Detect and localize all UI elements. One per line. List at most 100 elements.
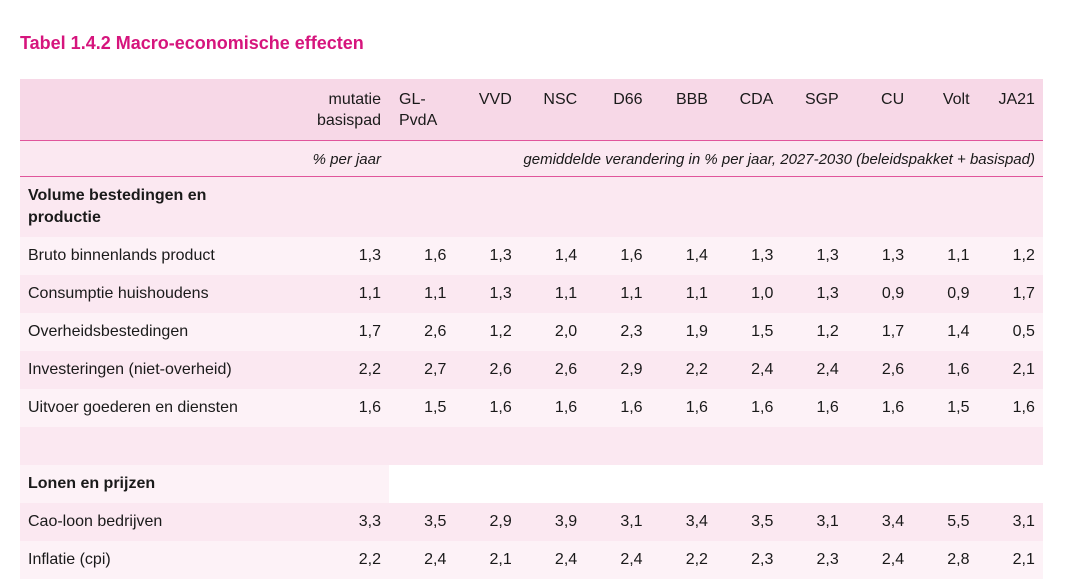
party-value-cell: 2,4 [389,541,455,579]
party-value-cell: 1,5 [715,313,782,351]
party-value-cell: 1,2 [977,237,1043,275]
party-value-cell: 0,9 [846,275,913,313]
table-title: Tabel 1.4.2 Macro-economische effecten [20,33,364,53]
section-title-line2: productie [28,209,101,226]
party-value-cell: 1,3 [454,237,520,275]
header-party-line1: CU [881,91,905,108]
header-party: NSC [520,79,585,141]
units-parties: gemiddelde verandering in % per jaar, 20… [523,150,1035,168]
row-label: Overheidsbestedingen [20,313,291,351]
party-value-cell: 2,9 [585,351,651,389]
header-party: D66 [585,79,650,141]
table-row: Uitvoer goederen en diensten 1,6 1,5 1,6 1,6… [20,389,1043,427]
party-value-cell: 0,9 [912,275,978,313]
section-rows: Cao-loon bedrijven 3,3 3,5 2,9 3,9 3,1 3,4 3,5 3… [20,503,1043,579]
party-value-cell: 1,3 [781,237,847,275]
row-label: Cao-loon bedrijven [20,503,291,541]
header-party: GL- PvdA [389,79,454,141]
row-label: Inflatie (cpi) [20,541,291,579]
party-value-cell: 1,6 [454,389,520,427]
party-value-cell: 2,4 [519,541,586,579]
party-value-cell: 1,3 [781,275,847,313]
party-value-cell: 2,0 [519,313,586,351]
row-label: Consumptie huishoudens [20,275,291,313]
party-value-cell: 3,4 [846,503,913,541]
party-value-cell: 2,6 [389,313,455,351]
header-basis: mutatie basispad [291,79,389,141]
party-value-cell: 1,3 [454,275,520,313]
party-value-cell: 2,1 [977,541,1043,579]
party-value-cell: 3,9 [519,503,586,541]
header-basis-line1: mutatie [328,91,381,108]
blank-cell [389,427,1043,465]
party-value-cell: 2,9 [454,503,520,541]
basis-value-cell: 1,3 [291,237,389,275]
party-value-cell: 2,7 [389,351,455,389]
party-value-cell: 2,4 [846,541,913,579]
table-row: Bruto binnenlands product 1,3 1,6 1,3 1,4 1,6… [20,237,1043,275]
party-value-cell: 1,1 [585,275,651,313]
party-value-cell: 1,6 [715,389,782,427]
basis-value-cell: 1,7 [291,313,389,351]
units-basis: % per jaar [312,150,381,168]
party-value-cell: 3,1 [781,503,847,541]
header-party: CDA [716,79,781,141]
party-value-cell: 1,5 [389,389,455,427]
header-party-line1: CDA [739,91,774,108]
party-value-cell: 1,2 [454,313,520,351]
row-label: Bruto binnenlands product [20,237,291,275]
header-party-line1: GL- [399,91,426,108]
party-value-cell: 1,0 [715,275,782,313]
party-value-cell: 1,3 [846,237,913,275]
row-label: Investeringen (niet-overheid) [20,351,291,389]
header-party: Volt [912,79,977,141]
party-value-cell: 2,1 [454,541,520,579]
party-value-cell: 2,2 [650,541,716,579]
party-value-cell: 1,1 [519,275,586,313]
section-empty-cell [389,465,1043,503]
header-party: BBB [651,79,716,141]
party-value-cell: 2,4 [585,541,651,579]
header-party-line2: PvdA [399,112,438,129]
party-value-cell: 3,1 [977,503,1043,541]
table-row: Investeringen (niet-overheid) 2,2 2,7 2,6 2,… [20,351,1043,389]
header-party-line1: NSC [543,91,578,108]
basis-value-cell: 1,1 [291,275,389,313]
table-row: Consumptie huishoudens 1,1 1,1 1,3 1,1 1,1 1,1… [20,275,1043,313]
party-value-cell: 1,5 [912,389,978,427]
party-value-cell: 1,6 [912,351,978,389]
blank-cell [291,427,389,465]
party-value-cell: 2,3 [585,313,651,351]
party-value-cell: 2,6 [846,351,913,389]
table-row: Cao-loon bedrijven 3,3 3,5 2,9 3,9 3,1 3,4 3,5 3… [20,503,1043,541]
section-title: Volume bestedingen en productie [20,177,291,237]
table-row: Inflatie (cpi) 2,2 2,4 2,1 2,4 2,4 2,2 2,3 2,3 2,… [20,541,1043,579]
party-value-cell: 2,3 [715,541,782,579]
section-empty-cell [389,177,1043,237]
party-value-cell: 1,7 [977,275,1043,313]
table-row: Overheidsbestedingen 1,7 2,6 1,2 2,0 2,3 1,9 1,… [20,313,1043,351]
header-basis-line2: basispad [316,112,381,129]
party-value-cell: 1,9 [650,313,716,351]
party-value-cell: 3,1 [585,503,651,541]
party-value-cell: 2,3 [781,541,847,579]
basis-value-cell: 1,6 [291,389,389,427]
party-value-cell: 1,6 [846,389,913,427]
row-label: Uitvoer goederen en diensten [20,389,291,427]
header-party: JA21 [978,79,1043,141]
party-value-cell: 5,5 [912,503,978,541]
basis-value-cell: 2,2 [291,351,389,389]
party-value-cell: 1,6 [977,389,1043,427]
party-value-cell: 2,6 [454,351,520,389]
section-empty-cell [291,177,389,237]
units-row: % per jaar gemiddelde verandering in % p… [20,141,1043,178]
party-value-cell: 1,6 [781,389,847,427]
section-heading-row: Lonen en prijzen [20,465,1043,503]
units-empty-cell [20,141,291,177]
party-value-cell: 1,1 [389,275,455,313]
party-value-cell: 1,7 [846,313,913,351]
party-value-cell: 1,1 [912,237,978,275]
party-value-cell: 2,2 [650,351,716,389]
section-heading-row: Volume bestedingen en productie [20,177,1043,237]
party-value-cell: 1,2 [781,313,847,351]
